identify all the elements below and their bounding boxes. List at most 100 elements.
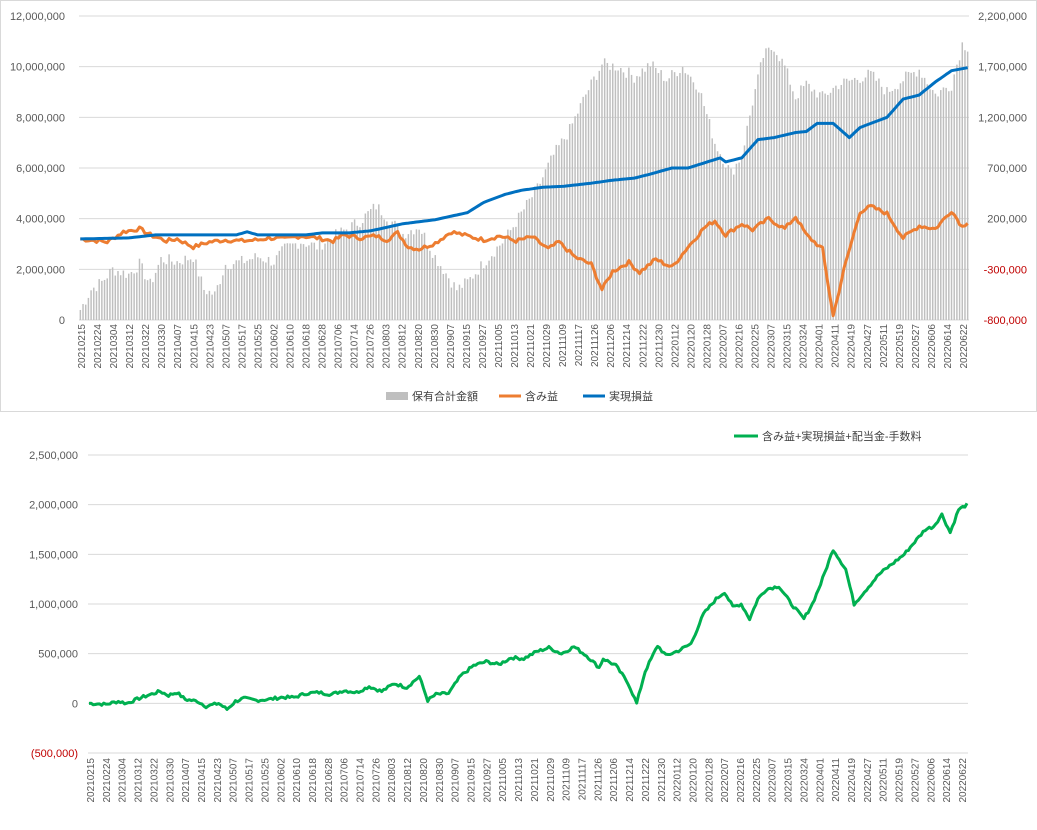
holdings-bar: [512, 227, 514, 320]
holdings-bar: [821, 91, 824, 320]
holdings-bar: [872, 71, 875, 320]
x-axis-tick-label: 20210507: [221, 324, 232, 369]
holdings-bar: [848, 80, 851, 320]
holdings-bar: [894, 88, 896, 321]
x-axis-tick-label: 20210407: [173, 324, 184, 369]
holdings-bar: [859, 82, 861, 321]
x-axis-tick-label: 20210907: [446, 324, 457, 369]
holdings-bar: [794, 99, 797, 320]
holdings-bar: [138, 258, 141, 320]
holdings-bar: [160, 257, 162, 320]
x-axis-tick-label: 20210507: [229, 758, 240, 803]
holdings-bar: [684, 73, 687, 320]
holdings-bar: [372, 203, 375, 320]
holdings-bar: [735, 163, 738, 320]
legend-swatch: [386, 392, 408, 400]
holdings-bar: [773, 51, 775, 320]
holdings-bar: [931, 90, 934, 321]
holdings-bar: [966, 51, 969, 321]
holdings-bar: [676, 76, 679, 321]
x-axis-tick-label: 20211214: [622, 324, 633, 368]
holdings-bar: [832, 87, 834, 320]
holdings-bar: [719, 154, 722, 320]
holdings-bar: [278, 250, 281, 320]
x-axis-tick-label: 20210525: [260, 758, 271, 803]
x-axis-tick-label: 20210330: [157, 324, 168, 369]
holdings-bar: [765, 48, 767, 320]
holdings-bar: [708, 119, 711, 321]
x-axis-tick-label: 20210517: [237, 324, 248, 369]
right-axis-tick-label: 1,700,000: [978, 62, 1027, 74]
holdings-bar: [133, 273, 135, 320]
x-axis-tick-label: 20220128: [704, 758, 715, 803]
x-axis-tick-label: 20210927: [478, 324, 489, 369]
holdings-bar: [587, 90, 590, 320]
bottom-chart-panel: (500,000) 0 500,000 1,000,000 1,500,000 2,000…: [0, 413, 1037, 830]
x-axis-tick-label: 20220606: [927, 324, 938, 369]
x-axis-tick-label: 20211029: [542, 324, 553, 368]
holdings-bar: [262, 261, 264, 320]
holdings-bar: [154, 272, 157, 320]
x-axis-tick-label: 20220427: [863, 758, 874, 803]
x-axis-tick-label: 20220401: [815, 758, 826, 803]
holdings-bar: [805, 80, 808, 321]
holdings-bar: [574, 116, 576, 320]
holdings-bar: [270, 265, 272, 320]
holdings-bar: [953, 74, 955, 320]
holdings-bar: [542, 177, 544, 320]
holdings-bar: [168, 254, 170, 320]
x-axis-tick-label: 20210602: [269, 324, 280, 369]
holdings-bar: [141, 263, 143, 320]
x-axis-tick-label: 20220120: [686, 324, 697, 369]
holdings-bar: [490, 256, 493, 320]
right-axis-tick-label: 700,000: [987, 163, 1027, 175]
holdings-bar: [257, 257, 259, 320]
left-axis-tick-label: 6,000,000: [16, 163, 65, 175]
holdings-bar: [652, 61, 654, 320]
holdings-bar: [364, 213, 367, 320]
holdings-bar: [681, 66, 684, 320]
holdings-bar: [222, 275, 224, 320]
left-axis-tick-label: 8,000,000: [16, 112, 65, 124]
holdings-bar: [590, 79, 592, 320]
x-axis-tick-label: 20210714: [350, 324, 361, 369]
holdings-bar: [687, 74, 689, 321]
holdings-bar: [122, 270, 125, 320]
holdings-bar: [515, 226, 517, 320]
x-axis-tick-label: 20210714: [356, 758, 367, 803]
holdings-bar: [144, 279, 146, 320]
holdings-bar: [810, 91, 813, 320]
holdings-bar: [499, 245, 501, 320]
holdings-bar: [929, 89, 931, 320]
y-axis-tick-label: 2,500,000: [29, 450, 78, 462]
x-axis-tick-label: 20210820: [419, 758, 430, 803]
x-axis-tick-label: 20210610: [285, 324, 296, 369]
holdings-bar: [528, 198, 531, 320]
holdings-bar: [757, 74, 759, 320]
holdings-bar: [383, 219, 385, 320]
right-axis-tick-label: 2,200,000: [978, 11, 1027, 23]
holdings-bar: [934, 93, 937, 321]
total-profit-line: [88, 502, 969, 711]
x-axis-tick-label: 20211206: [606, 324, 617, 368]
x-axis-tick-label: 20220622: [958, 758, 969, 803]
holdings-bar: [117, 271, 119, 320]
holdings-bar: [275, 255, 278, 320]
holdings-bar: [536, 183, 539, 320]
holdings-bar: [485, 265, 488, 320]
right-axis-tick-label: 200,000: [987, 214, 1027, 226]
x-axis-tick-label: 20210915: [467, 758, 478, 803]
holdings-bar: [488, 260, 490, 320]
holdings-bar: [195, 259, 197, 320]
holdings-bar: [571, 123, 574, 320]
holdings-bar: [560, 138, 563, 320]
x-axis-tick-label: 20210618: [308, 758, 319, 803]
right-axis-tick-label: 1,200,000: [978, 112, 1027, 124]
holdings-bar: [410, 230, 412, 320]
left-axis-tick-label: 4,000,000: [16, 214, 65, 226]
holdings-bar: [197, 276, 200, 320]
holdings-bar: [829, 92, 832, 320]
holdings-bar: [905, 71, 907, 320]
holdings-bar: [875, 80, 877, 320]
holdings-bar: [434, 255, 437, 320]
